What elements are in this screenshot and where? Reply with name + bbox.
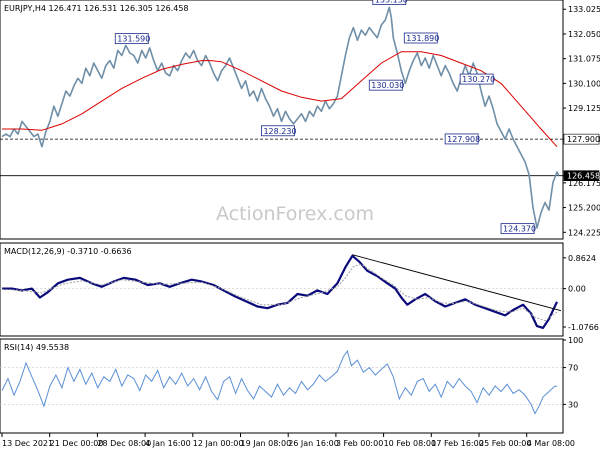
level-label: 130.270 [462,75,495,84]
level-label: 124.370 [503,225,536,234]
macd-signal-line [1,263,558,322]
macd-panel-frame [0,242,564,337]
support-price-box [563,133,600,145]
macd-y-tick-label: -1.0766 [568,323,599,332]
macd-series [1,254,562,329]
macd-y-tick-label: 0.8624 [568,254,596,263]
level-label: 128.230 [263,127,296,136]
level-label-box [500,223,535,235]
x-tick-label: 4 Jan 16:00 [145,439,191,448]
level-label-box [114,33,149,45]
price-y-tick-label: 130.100 [568,79,600,88]
level-label-box [403,32,438,44]
level-label: 127.908 [447,135,480,144]
macd-header: MACD(12,26,9) -0.3710 -0.6636 [4,247,132,256]
level-label: 131.890 [406,34,439,43]
rsi-y-tick-label: 100 [568,336,583,345]
level-label-box [444,133,479,145]
price-panel-frame [0,0,564,240]
rsi-line [1,349,558,415]
price-panel: EURJPY,H4 126.471 126.531 126.305 126.45… [0,0,600,240]
x-tick-label: 21 Dec 00:00 [50,439,104,448]
price-y-tick-label: 132.050 [568,30,600,39]
x-tick-label: 4 Mar 08:00 [527,439,575,448]
price-y-tick-label: 126.175 [568,179,600,188]
level-label: 130.030 [371,81,404,90]
price-horizontal-lines: 127.900 126.458 [0,133,600,181]
price-y-tick-label: 133.025 [568,5,600,14]
level-label-box [368,79,403,91]
level-label-box [261,125,295,137]
x-tick-label: 26 Jan 16:00 [288,439,339,448]
rsi-panel-frame [0,338,564,434]
watermark: ActionForex.com [216,203,374,225]
moving-average-line [2,51,558,148]
macd-panel: MACD(12,26,9) -0.3710 -0.6636 0.8624 0.00… [0,242,599,337]
price-header: EURJPY,H4 126.471 126.531 126.305 126.45… [4,4,189,13]
rsi-header: RSI(14) 49.5538 [4,343,69,352]
level-label: 133.130 [375,0,408,5]
rsi-y-tick-label: 70 [568,364,578,373]
support-price-label: 127.900 [567,135,600,144]
macd-main-line [2,254,558,329]
price-y-tick-label: 124.225 [568,228,600,237]
price-y-tick-label: 129.125 [568,104,600,113]
price-y-tick-label: 125.200 [568,204,600,213]
x-tick-label: 13 Dec 2021 [2,439,53,448]
rsi-y-tick-label: 30 [568,400,578,409]
x-tick-label: 28 Dec 08:00 [97,439,151,448]
price-line [1,6,560,229]
rsi-series [1,349,558,415]
level-label-box [372,0,407,5]
current-price-box [563,170,600,181]
price-level-labels: 131.590 133.130 131.890 130.030 130.270 128.2… [114,0,536,235]
rsi-y-axis: 100 70 30 [0,336,583,409]
current-price-label: 126.458 [567,172,600,181]
x-tick-label: 19 Jan 08:00 [241,439,292,448]
x-tick-label: 12 Jan 00:00 [193,439,244,448]
price-series [1,6,560,229]
level-label: 131.590 [117,35,150,44]
x-tick-label: 3 Feb 00:00 [336,439,383,448]
level-label-box [459,73,494,85]
x-tick-label: 17 Feb 16:00 [431,439,483,448]
macd-y-tick-label: 0.00 [568,285,586,294]
macd-trendline [352,254,562,312]
rsi-panel: RSI(14) 49.5538 100 70 30 [0,336,583,434]
x-tick-label: 10 Feb 08:00 [384,439,436,448]
macd-y-axis: 0.8624 0.00 -1.0766 [0,254,599,332]
x-tick-label: 25 Feb 00:00 [479,439,531,448]
price-y-tick-label: 131.075 [568,55,600,64]
